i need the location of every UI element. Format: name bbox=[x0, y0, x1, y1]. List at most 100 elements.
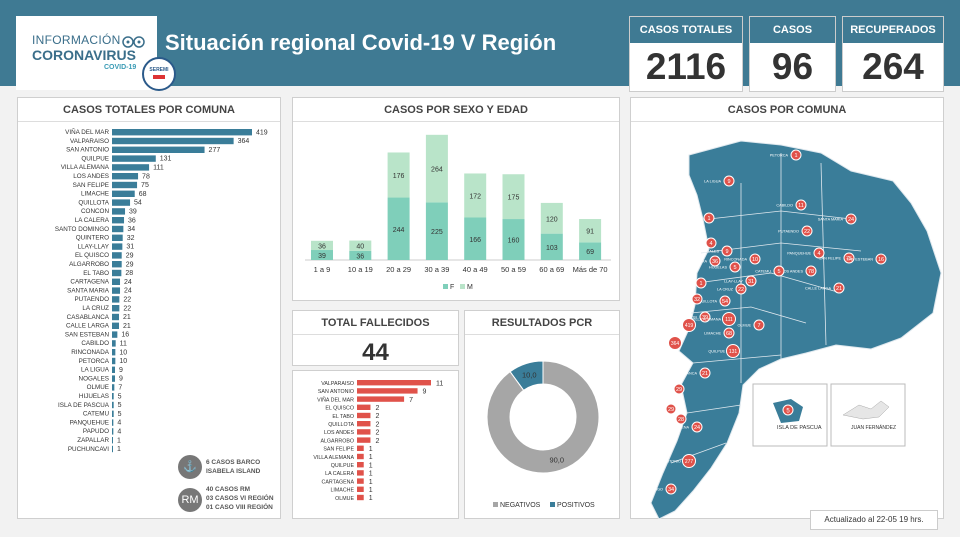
legend-swatch-neg bbox=[493, 502, 498, 507]
category-label: CATEMU bbox=[83, 411, 110, 418]
bar-m bbox=[464, 173, 487, 218]
category-label: ALGARROBO bbox=[320, 438, 354, 444]
legend-label-f: F bbox=[450, 284, 454, 291]
value-label: 22 bbox=[123, 305, 131, 312]
category-label: EL TABO bbox=[83, 270, 109, 277]
bar bbox=[112, 199, 131, 206]
bar-f bbox=[579, 242, 602, 260]
value-label: 131 bbox=[160, 156, 172, 163]
map-marker-label: EL TABO bbox=[657, 418, 673, 422]
value-label-m: 172 bbox=[469, 193, 481, 200]
value-label: 4 bbox=[117, 420, 121, 427]
bar bbox=[357, 453, 364, 460]
category-label: 30 a 39 bbox=[424, 265, 449, 274]
map-marker-dot bbox=[673, 383, 685, 395]
value-label: 11 bbox=[120, 341, 127, 348]
bar bbox=[112, 173, 139, 180]
map-marker-label: QUILPUE bbox=[708, 350, 725, 354]
value-label: 32 bbox=[127, 235, 135, 242]
value-label: 24 bbox=[124, 279, 132, 286]
map-marker-dot bbox=[843, 252, 855, 264]
value-label: 54 bbox=[134, 200, 142, 207]
value-label: 1 bbox=[117, 437, 121, 444]
value-label: 9 bbox=[119, 367, 123, 374]
bar bbox=[112, 252, 122, 259]
map-marker-dot bbox=[691, 293, 703, 305]
juan-fernandez-label: JUAN FERNÁNDEZ bbox=[851, 424, 896, 431]
bar bbox=[357, 421, 371, 427]
map-marker-label: CONCON bbox=[680, 316, 697, 320]
map-marker-label: LIMACHE bbox=[704, 332, 721, 336]
legend-swatch-pos bbox=[550, 502, 555, 507]
kpi-value: 2116 bbox=[645, 46, 727, 87]
value-label-m: 91 bbox=[586, 229, 594, 236]
isla-pascua-label: ISLA DE PASCUA bbox=[777, 425, 822, 431]
logo-line1: INFORMACIÓN bbox=[32, 33, 121, 47]
bar bbox=[112, 287, 121, 294]
bar bbox=[112, 322, 120, 329]
map-marker-label: SAN ESTEBAN bbox=[846, 258, 873, 262]
category-label: PUCHUNCAVI bbox=[68, 446, 109, 453]
bar bbox=[112, 428, 114, 435]
bar bbox=[112, 445, 113, 453]
map-marker-value: 9 bbox=[727, 179, 730, 185]
map-marker-dot bbox=[753, 319, 765, 331]
map-marker-dot bbox=[682, 318, 696, 332]
value-label: 11 bbox=[436, 380, 443, 387]
bar bbox=[357, 494, 364, 501]
value-label: 21 bbox=[123, 314, 131, 321]
map-marker-dot bbox=[719, 295, 731, 307]
bar bbox=[112, 375, 116, 382]
category-label: PUTAENDO bbox=[74, 296, 109, 303]
fallecidos-value: 44 bbox=[362, 339, 389, 366]
panel-title: CASOS TOTALES POR COMUNA bbox=[18, 98, 280, 122]
category-label: ALGARROBO bbox=[69, 261, 109, 268]
legend-swatch-m bbox=[460, 284, 465, 289]
category-label: CALLE LARGA bbox=[66, 323, 110, 330]
map-marker-value: 364 bbox=[671, 341, 680, 347]
map-marker-value: 7 bbox=[757, 323, 760, 329]
legend-label-neg: NEGATIVOS bbox=[500, 502, 541, 509]
map-marker-label: QUINTERO bbox=[669, 298, 689, 302]
bar bbox=[357, 404, 371, 410]
map-marker-value: 131 bbox=[729, 349, 738, 355]
bar bbox=[112, 437, 113, 444]
bar bbox=[112, 164, 150, 171]
bar-m bbox=[502, 174, 525, 220]
map-marker-label: VIÑA DEL MAR bbox=[655, 323, 682, 328]
map-marker-dot bbox=[709, 255, 721, 267]
bar bbox=[112, 190, 135, 197]
map-marker-value: 9 bbox=[725, 249, 728, 255]
bar bbox=[112, 410, 114, 417]
map-marker-label: VILLA ALEMANA bbox=[692, 318, 722, 322]
value-label-f: 103 bbox=[546, 245, 558, 252]
bar bbox=[357, 437, 371, 443]
slice-label: 10,0 bbox=[522, 371, 537, 380]
map-marker-value: 24 bbox=[848, 217, 854, 223]
map-marker-dot bbox=[665, 403, 677, 415]
category-label: SAN ESTEBAN bbox=[65, 331, 110, 338]
map-marker-dot bbox=[813, 247, 825, 259]
category-label: VIÑA DEL MAR bbox=[65, 127, 109, 136]
category-label: SAN FELIPE bbox=[73, 182, 109, 189]
note-line: 40 CASOS RM bbox=[206, 486, 251, 493]
category-label: LA CALERA bbox=[75, 217, 110, 224]
value-label: 2 bbox=[375, 413, 379, 420]
value-label-f: 244 bbox=[393, 227, 405, 234]
map-marker-dot bbox=[790, 149, 802, 161]
bar bbox=[112, 340, 116, 347]
bar-m bbox=[387, 152, 410, 198]
virus-icon bbox=[122, 36, 145, 48]
category-label: VILLA ALEMANA bbox=[61, 164, 110, 171]
map-marker-value: 1 bbox=[707, 216, 710, 222]
kpi-value: 96 bbox=[771, 46, 814, 87]
map-marker-label: SANTO DOMINGO bbox=[631, 488, 663, 492]
panel-title: CASOS POR COMUNA bbox=[631, 98, 943, 122]
bar-f bbox=[502, 219, 525, 260]
bar bbox=[112, 305, 120, 312]
bar bbox=[112, 401, 114, 409]
category-label: 10 a 19 bbox=[348, 265, 373, 274]
bar bbox=[112, 313, 120, 321]
legend-label-pos: POSITIVOS bbox=[557, 502, 595, 509]
sexo-edad-chart: 39 36 1 a 9 36 40 10 a 19 244 176 20 a 29 225 264 3… bbox=[305, 134, 611, 291]
